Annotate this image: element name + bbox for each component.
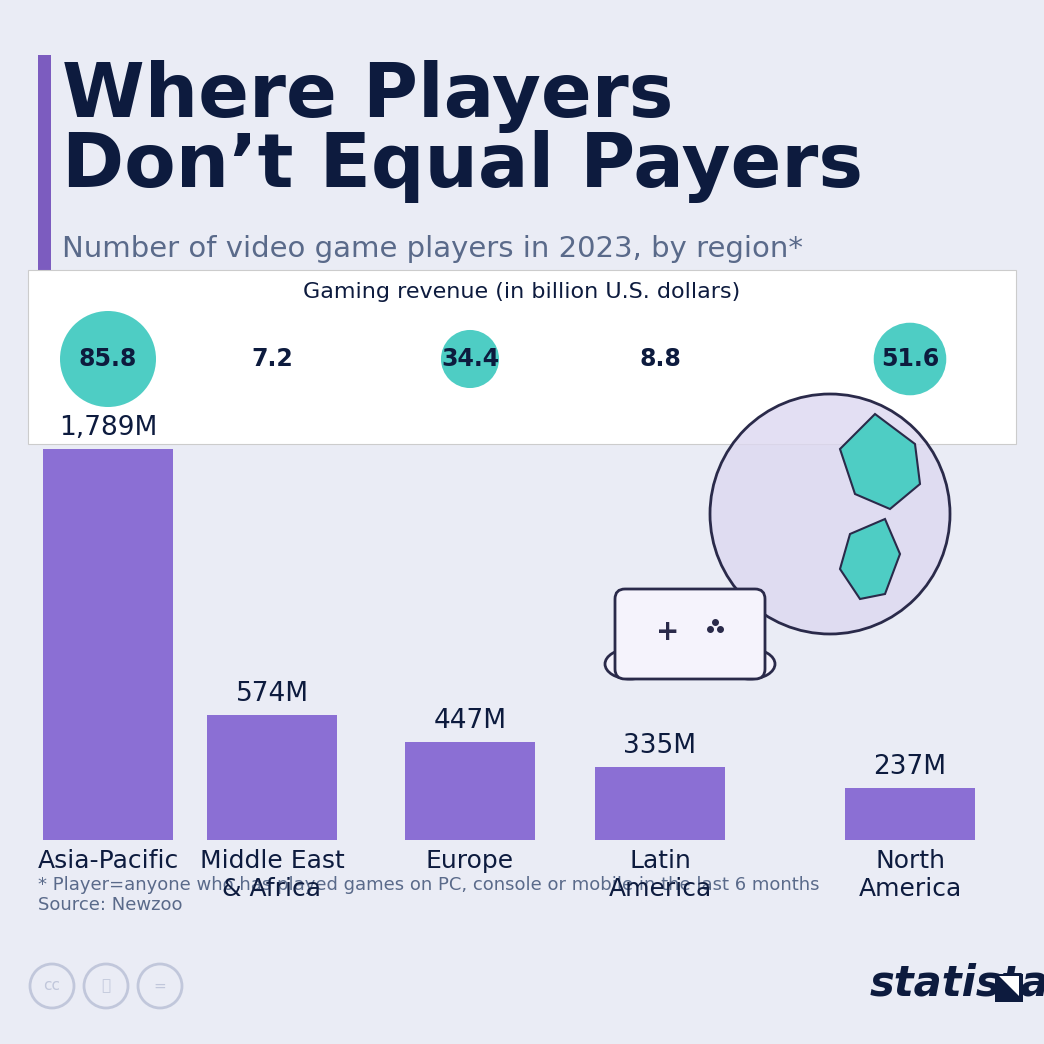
Text: Number of video game players in 2023, by region*: Number of video game players in 2023, by… — [62, 235, 803, 263]
Text: Asia-Pacific: Asia-Pacific — [38, 849, 179, 873]
Text: statista: statista — [870, 963, 1044, 1005]
Circle shape — [710, 394, 950, 634]
Text: Gaming revenue (in billion U.S. dollars): Gaming revenue (in billion U.S. dollars) — [304, 282, 740, 302]
Circle shape — [874, 323, 946, 396]
Text: 8.8: 8.8 — [639, 347, 681, 371]
Text: Source: Newzoo: Source: Newzoo — [38, 896, 183, 914]
Text: ⓘ: ⓘ — [101, 978, 111, 994]
Text: 34.4: 34.4 — [441, 347, 499, 371]
FancyBboxPatch shape — [845, 788, 975, 840]
Text: cc: cc — [44, 978, 61, 994]
FancyBboxPatch shape — [405, 742, 535, 840]
FancyBboxPatch shape — [207, 714, 337, 840]
FancyBboxPatch shape — [43, 449, 173, 840]
Text: +: + — [657, 618, 680, 646]
FancyBboxPatch shape — [995, 974, 1023, 1002]
Text: 51.6: 51.6 — [881, 347, 940, 371]
Text: =: = — [153, 978, 166, 994]
Text: Where Players: Where Players — [62, 60, 673, 133]
Ellipse shape — [725, 649, 775, 679]
Text: 574M: 574M — [236, 681, 309, 707]
FancyBboxPatch shape — [38, 55, 51, 290]
Text: 335M: 335M — [623, 733, 696, 759]
Text: Europe: Europe — [426, 849, 514, 873]
Text: 447M: 447M — [433, 708, 506, 734]
Text: 7.2: 7.2 — [252, 347, 293, 371]
Circle shape — [60, 311, 156, 407]
Text: Middle East
& Africa: Middle East & Africa — [199, 849, 345, 901]
Polygon shape — [840, 414, 920, 509]
Circle shape — [441, 330, 499, 388]
Text: Don’t Equal Payers: Don’t Equal Payers — [62, 130, 863, 203]
Text: Latin
America: Latin America — [609, 849, 712, 901]
Ellipse shape — [606, 649, 655, 679]
Polygon shape — [840, 519, 900, 599]
Text: 85.8: 85.8 — [78, 347, 137, 371]
Text: * Player=anyone who has played games on PC, console or mobile in the last 6 mont: * Player=anyone who has played games on … — [38, 876, 820, 894]
Polygon shape — [999, 976, 1019, 996]
Text: North
America: North America — [858, 849, 962, 901]
FancyBboxPatch shape — [615, 589, 765, 679]
FancyBboxPatch shape — [28, 270, 1016, 444]
Text: 1,789M: 1,789M — [58, 416, 158, 441]
FancyBboxPatch shape — [595, 766, 725, 840]
Text: 237M: 237M — [874, 754, 947, 780]
